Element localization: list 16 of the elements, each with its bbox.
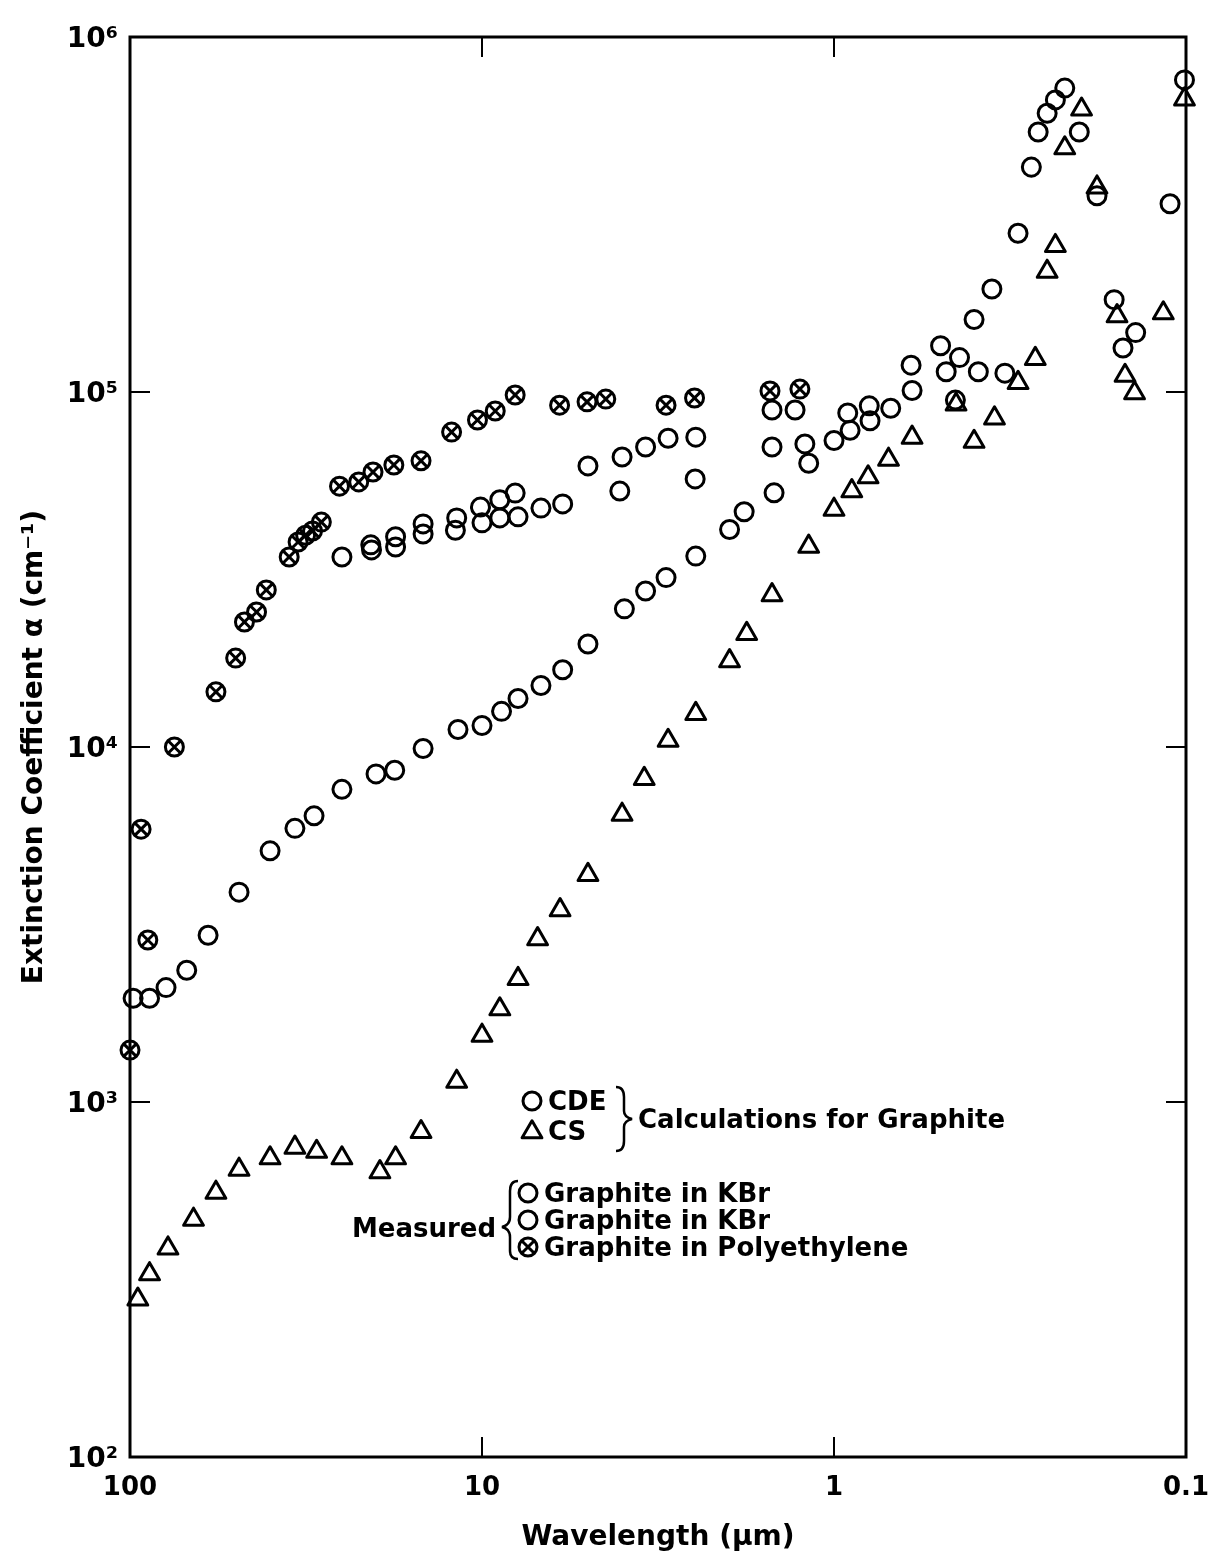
y-tick-label: 10⁵ [66,375,118,409]
legend-label: CDE [548,1086,607,1116]
y-tick-label: 10⁶ [66,20,118,54]
x-tick-label: 100 [102,1471,158,1501]
y-axis-title: Extinction Coefficient α (cm⁻¹) [16,509,49,985]
legend-label: Graphite in KBr [544,1178,771,1208]
x-tick-label: 1 [824,1471,844,1501]
annotation: Calculations for Graphite [638,1104,1006,1134]
annotation: Measured [351,1213,496,1243]
x-tick-label: 10 [463,1471,501,1501]
y-tick-label: 10² [66,1440,118,1474]
x-tick-label: 0.1 [1162,1471,1210,1501]
y-tick-label: 10³ [66,1085,118,1119]
legend-label: CS [548,1116,587,1146]
x-axis-title: Wavelength (μm) [521,1519,795,1552]
y-tick-label: 10⁴ [66,730,118,764]
